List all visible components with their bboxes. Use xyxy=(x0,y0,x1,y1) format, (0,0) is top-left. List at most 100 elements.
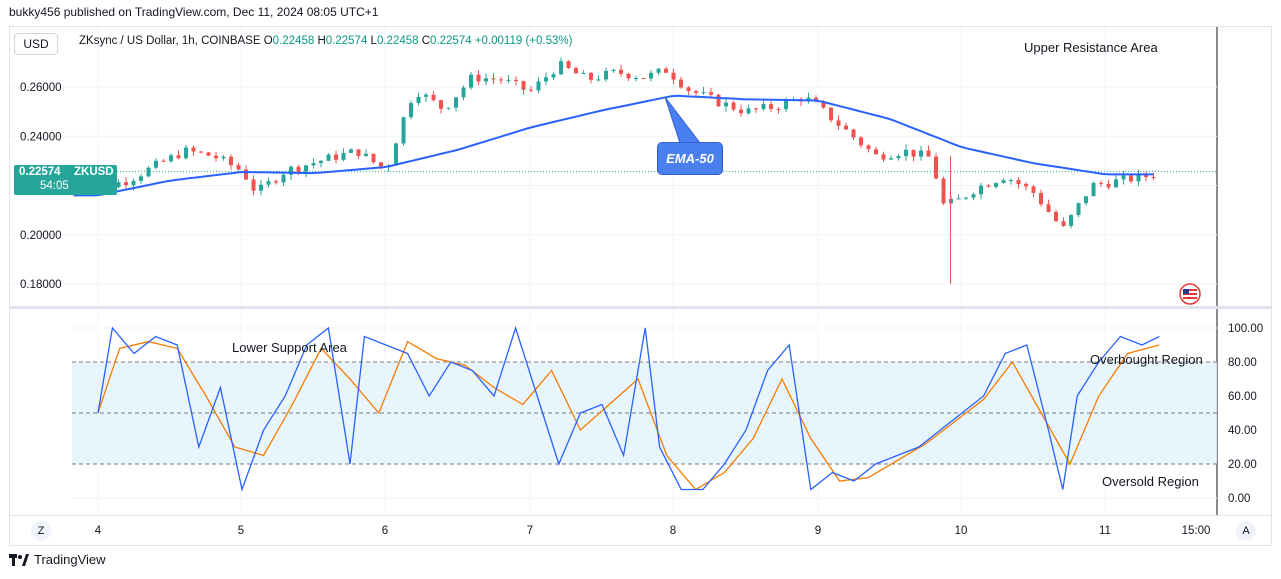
candle-body xyxy=(896,156,901,159)
candle-body xyxy=(319,160,324,164)
high-label: H xyxy=(317,35,326,47)
price-tick-label: 0.20000 xyxy=(20,230,62,242)
open-label: O xyxy=(263,35,273,47)
candle-body xyxy=(364,153,369,157)
pane-divider[interactable] xyxy=(10,306,1272,309)
candle-body xyxy=(566,61,571,69)
candle-body xyxy=(259,184,264,191)
candle-body xyxy=(461,87,466,98)
candle-body xyxy=(581,72,586,74)
candle-body xyxy=(161,160,166,162)
candle-body xyxy=(431,94,436,101)
candle-body xyxy=(1054,211,1059,222)
candle-body xyxy=(776,108,781,110)
candle-body xyxy=(649,72,654,79)
high-value: 0.22574 xyxy=(325,35,368,47)
symbol-legend: ZKsync / US Dollar, 1h, COINBASE O0.2245… xyxy=(79,35,572,47)
candle-body xyxy=(1151,177,1156,179)
candle-body xyxy=(1091,182,1096,197)
candle-body xyxy=(761,104,766,110)
candle-body xyxy=(724,102,729,107)
candle-body xyxy=(889,158,894,160)
brand-name: TradingView xyxy=(34,552,106,567)
candle-body xyxy=(1121,175,1126,180)
time-tick-label: 11 xyxy=(1099,525,1111,537)
candle-body xyxy=(454,97,459,108)
candle-body xyxy=(949,198,954,204)
candle-body xyxy=(1136,173,1141,182)
candle-body xyxy=(1106,183,1111,188)
candle-body xyxy=(844,125,849,130)
price-tick-label: 0.26000 xyxy=(20,82,62,94)
candle-body xyxy=(589,72,594,80)
low-label: L xyxy=(370,35,377,47)
candle-body xyxy=(1129,175,1134,182)
candle-body xyxy=(311,163,316,166)
candle-body xyxy=(1039,192,1044,205)
candle-body xyxy=(236,165,241,170)
candle-body xyxy=(1076,203,1081,215)
candle-body xyxy=(829,107,834,121)
candle-body xyxy=(934,156,939,179)
candle-body xyxy=(439,100,444,109)
time-axis-border xyxy=(10,515,1272,516)
candle-body xyxy=(634,78,639,80)
candle-body xyxy=(1046,204,1051,212)
candle-body xyxy=(521,81,526,90)
candle-body xyxy=(731,102,736,110)
candle-body xyxy=(956,198,961,200)
tradingview-logo-icon xyxy=(9,553,29,566)
candle-body xyxy=(754,108,759,110)
candle-body xyxy=(394,143,399,166)
candle-body xyxy=(229,156,234,166)
candle-body xyxy=(536,81,541,91)
candle-body xyxy=(941,178,946,204)
timezone-button[interactable]: Z xyxy=(31,521,51,541)
candle-body xyxy=(551,74,556,78)
time-tick-label: 8 xyxy=(670,525,676,537)
candle-body xyxy=(499,79,504,81)
symbol-title[interactable]: ZKsync / US Dollar, 1h, COINBASE xyxy=(79,35,261,47)
stoch-tick-label: 20.00 xyxy=(1228,459,1257,471)
stoch-tick-label: 80.00 xyxy=(1228,357,1257,369)
candle-body xyxy=(971,194,976,198)
change-value: +0.00119 (+0.53%) xyxy=(474,35,573,47)
time-tick-label: 15:00 xyxy=(1182,525,1211,537)
candle-body xyxy=(251,179,256,191)
time-tick-label: 5 xyxy=(238,525,244,537)
candle-body xyxy=(866,145,871,150)
lower-support-label: Lower Support Area xyxy=(232,340,347,355)
candle-body xyxy=(401,117,406,144)
candle-body xyxy=(296,166,301,172)
candle-body xyxy=(746,108,751,114)
time-tick-label: 9 xyxy=(815,525,821,537)
candle-body xyxy=(289,166,294,175)
candle-body xyxy=(491,78,496,80)
candle-body xyxy=(881,154,886,160)
ticker-label: ZKUSD xyxy=(74,166,114,178)
candle-body xyxy=(274,181,279,183)
candle-body xyxy=(514,79,519,82)
candle-body xyxy=(641,78,646,80)
us-flag-icon[interactable] xyxy=(1179,283,1201,305)
last-price: 0.22574 xyxy=(19,166,61,178)
candle-body xyxy=(116,182,121,188)
candle-body xyxy=(416,96,421,104)
candle-body xyxy=(131,180,136,186)
overbought-label: Overbought Region xyxy=(1090,352,1203,367)
candle-body xyxy=(904,149,909,157)
oversold-label: Oversold Region xyxy=(1102,474,1199,489)
candle-body xyxy=(484,78,489,82)
candle-body xyxy=(191,147,196,152)
price-tick-label: 0.18000 xyxy=(20,279,62,291)
auto-scale-button[interactable]: A xyxy=(1236,521,1256,541)
currency-button[interactable]: USD xyxy=(14,33,58,55)
candle-body xyxy=(476,74,481,82)
stoch-tick-label: 100.00 xyxy=(1228,323,1263,335)
candle-body xyxy=(626,73,631,79)
candle-body xyxy=(544,77,549,82)
candle-body xyxy=(379,162,384,168)
time-tick-label: 4 xyxy=(95,525,102,537)
candle-body xyxy=(986,185,991,187)
